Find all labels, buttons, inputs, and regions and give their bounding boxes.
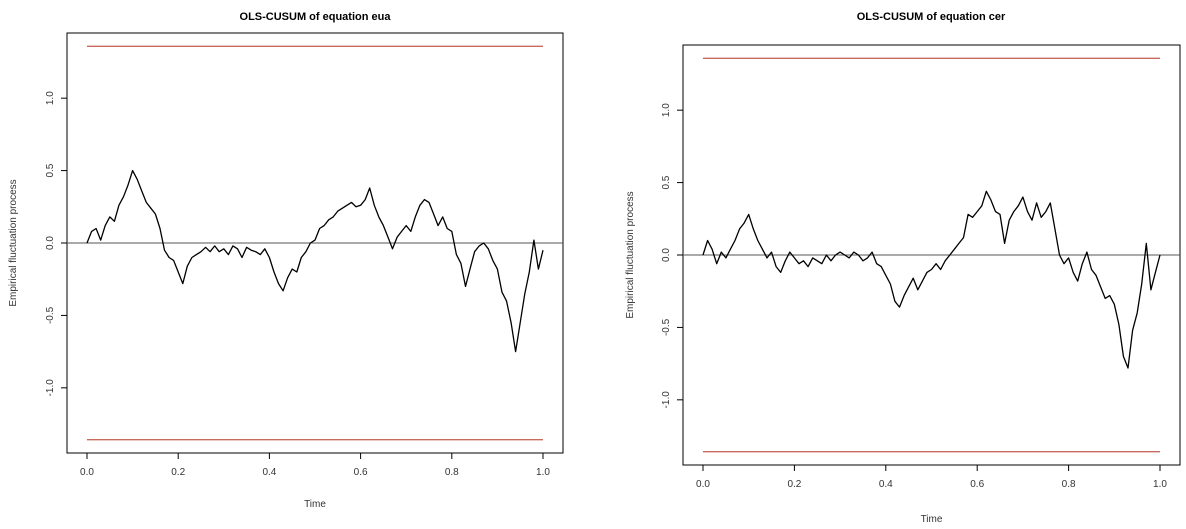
y-tick-label: -1.0 xyxy=(661,391,672,409)
x-tick-label: 0.4 xyxy=(879,479,893,490)
x-tick-label: 0.2 xyxy=(171,467,185,478)
chart-panel-1: OLS-CUSUM of equation eua 0.0 0.2 0.4 0.6 0.8… xyxy=(8,11,564,510)
y-axis-label: Empirical fluctuation process xyxy=(625,191,636,318)
x-tick-label: 0.6 xyxy=(970,479,984,490)
chart-title: OLS-CUSUM of equation cer xyxy=(857,11,1006,23)
y-tick-label: 1.0 xyxy=(45,91,56,105)
chart-title: OLS-CUSUM of equation eua xyxy=(240,11,392,23)
x-axis-label: Time xyxy=(921,514,943,525)
x-tick-label: 1.0 xyxy=(1153,479,1167,490)
x-tick-label: 0.4 xyxy=(262,467,276,478)
x-tick-label: 0.6 xyxy=(354,467,368,478)
x-tick-label: 0.2 xyxy=(787,479,801,490)
y-tick-label: 0.5 xyxy=(661,175,672,189)
cusum-process-line xyxy=(702,190,1161,369)
y-tick-label: -0.5 xyxy=(45,306,56,324)
x-axis-label: Time xyxy=(304,499,326,510)
x-tick-label: 0.0 xyxy=(696,479,710,490)
x-tick-label: 0.8 xyxy=(445,467,459,478)
y-tick-label: -1.0 xyxy=(45,379,56,397)
x-tick-label: 1.0 xyxy=(536,467,550,478)
x-tick-label: 0.0 xyxy=(80,467,94,478)
chart-panel-2: OLS-CUSUM of equation cer 0.0 0.2 0.4 0.6 0.8… xyxy=(625,11,1181,525)
cusum-process-line xyxy=(86,169,544,353)
y-tick-label: 0.5 xyxy=(45,163,56,177)
y-tick-label: 0.0 xyxy=(45,236,56,250)
y-tick-label: -0.5 xyxy=(661,318,672,336)
y-tick-label: 1.0 xyxy=(661,103,672,117)
y-axis-label: Empirical fluctuation process xyxy=(8,179,19,306)
x-tick-label: 0.8 xyxy=(1062,479,1076,490)
y-tick-label: 0.0 xyxy=(661,248,672,262)
